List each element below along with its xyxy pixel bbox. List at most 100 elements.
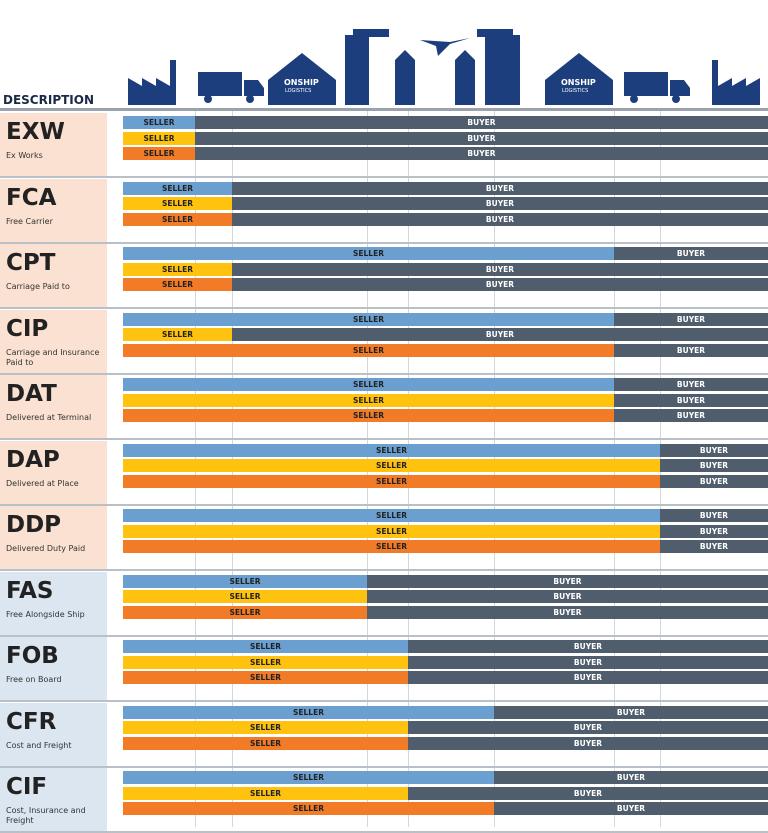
buyer-bar: BUYER [614,312,768,326]
buyer-bar: BUYER [660,459,768,472]
term-code: CIP [6,315,49,342]
term-name: Free on Board [6,675,62,684]
buyer-bar: BUYER [232,181,768,195]
term-panel [0,244,107,307]
buyer-bar: BUYER [408,671,768,684]
buyer-bar: BUYER [494,771,768,784]
seller-bar: SELLER [123,262,232,276]
buyer-bar: BUYER [408,736,768,750]
separator [0,503,768,506]
separator [0,372,768,375]
separator [0,765,768,768]
separator [0,307,768,309]
buyer-bar: BUYER [614,343,768,357]
buyer-bar: BUYER [614,409,768,422]
term-name: Cost and Freight [6,740,72,750]
buyer-bar: BUYER [660,540,768,553]
buyer-bar: BUYER [232,197,768,210]
seller-bar: SELLER [123,509,660,522]
seller-bar: SELLER [123,378,614,391]
seller-bar: SELLER [123,540,660,553]
buyer-bar: BUYER [494,705,768,719]
header-art [0,29,768,111]
buyer-bar: BUYER [195,116,768,129]
seller-bar: SELLER [123,147,195,160]
buyer-bar: BUYER [232,278,768,291]
term-code: FCA [6,184,57,211]
seller-bar: SELLER [123,131,195,145]
term-panel [0,506,107,569]
term-code: CIF [6,774,48,800]
separator [0,634,768,637]
buyer-bar: BUYER [614,393,768,407]
buyer-bar: BUYER [660,474,768,488]
seller-bar: SELLER [123,247,614,260]
seller-bar: SELLER [123,343,614,357]
term-name: Ex Works [6,151,43,160]
seller-bar: SELLER [123,278,232,291]
term-name: Carriage Paid to [6,282,70,291]
term-name: Cost, Insurance and Freight [6,806,86,825]
term-panel [0,375,107,438]
description-label: DESCRIPTION [3,93,95,107]
buyer-bar: BUYER [614,247,768,260]
seller-bar: SELLER [123,312,614,326]
seller-bar: SELLER [123,197,232,210]
seller-bar: SELLER [123,590,367,603]
buyer-bar: BUYER [408,655,768,669]
separator [0,569,768,571]
buyer-bar: BUYER [367,590,768,603]
term-panel [0,571,107,635]
separator [0,700,768,702]
term-panel [0,309,107,373]
term-name: Delivered at Terminal [6,413,92,422]
brand-sub: LOGISTICS [562,88,589,94]
seller-bar: SELLER [123,786,408,800]
term-code: EXW [6,119,65,145]
seller-bar: SELLER [123,474,660,488]
buyer-bar: BUYER [195,147,768,160]
brand: ONSHIP [284,78,319,87]
seller-bar: SELLER [123,328,232,341]
seller-bar: SELLER [123,655,408,669]
buyer-bar: BUYER [408,640,768,653]
seller-bar: SELLER [123,393,614,407]
term-code: FOB [6,643,59,669]
term-code: DAP [6,446,60,473]
buyer-bar: BUYER [660,443,768,457]
term-name: Carriage and Insurance Paid to [6,347,100,367]
seller-bar: SELLER [123,605,367,619]
seller-bar: SELLER [123,212,232,226]
seller-bar: SELLER [123,671,408,684]
separator [0,438,768,440]
buyer-bar: BUYER [614,378,768,391]
seller-bar: SELLER [123,409,614,422]
seller-bar: SELLER [123,705,494,719]
term-name: Free Carrier [6,216,53,226]
seller-bar: SELLER [123,524,660,538]
brand: ONSHIP [561,78,596,87]
buyer-bar: BUYER [367,574,768,588]
buyer-bar: BUYER [408,721,768,734]
buyer-bar: BUYER [494,802,768,815]
term-panel [0,702,107,766]
seller-bar: SELLER [123,736,408,750]
buyer-bar: BUYER [367,605,768,619]
seller-bar: SELLER [123,771,494,784]
term-name: Delivered Duty Paid [6,544,86,553]
seller-bar: SELLER [123,181,232,195]
buyer-bar: BUYER [232,212,768,226]
seller-bar: SELLER [123,116,195,129]
term-name: Delivered at Place [6,478,79,488]
brand-sub: LOGISTICS [285,88,312,94]
term-code: DAT [6,381,57,407]
buyer-bar: BUYER [660,509,768,522]
term-code: CFR [6,708,57,735]
buyer-bar: BUYER [232,328,768,341]
term-panel [0,440,107,504]
separator [0,241,768,244]
term-name: Free Alongside Ship [6,609,85,619]
buyer-bar: BUYER [408,786,768,800]
term-panel [0,178,107,242]
